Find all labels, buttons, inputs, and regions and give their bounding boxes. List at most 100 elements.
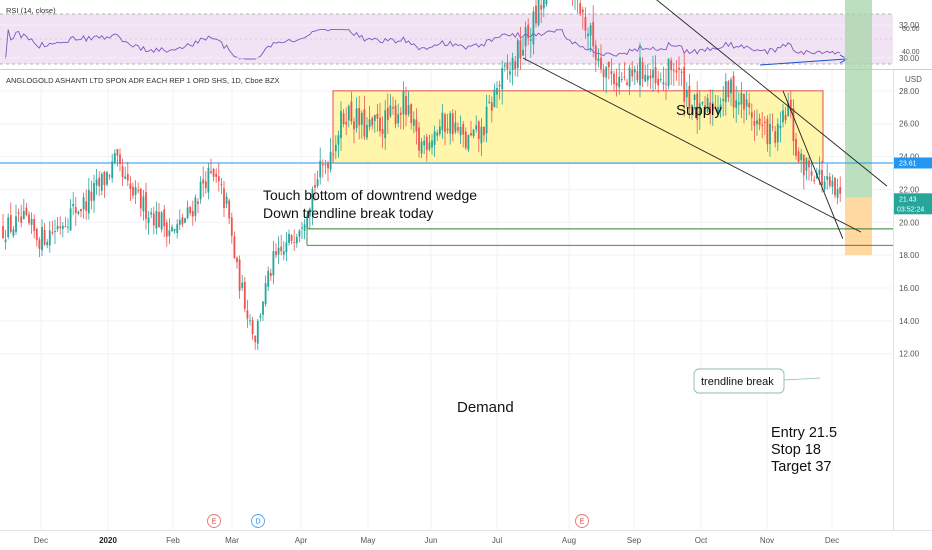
candle-body xyxy=(7,217,10,238)
candle-body xyxy=(12,229,15,236)
candle-body xyxy=(610,71,613,75)
earnings-event-2[interactable]: E xyxy=(575,514,589,528)
candle-body xyxy=(618,76,621,88)
dividend-event-label: D xyxy=(256,519,261,526)
candle-body xyxy=(202,179,205,184)
candle-body xyxy=(15,216,17,232)
time-axis[interactable]: Dec 2020 Feb Mar Apr May Jun Jul Aug Sep Oct Nov Dec xyxy=(34,536,839,545)
candle-body xyxy=(256,320,259,344)
candle-body xyxy=(121,166,124,178)
candle-body xyxy=(290,235,293,241)
candle-body xyxy=(641,62,644,80)
candle-body xyxy=(724,81,727,103)
dividend-event[interactable]: D xyxy=(251,514,265,528)
price-tick-label: 30.00 xyxy=(899,54,920,63)
candle-body xyxy=(142,196,145,212)
candle-body xyxy=(106,172,108,185)
candle-body xyxy=(436,132,439,136)
candle-body xyxy=(654,66,657,84)
candle-body xyxy=(119,154,121,165)
candle-body xyxy=(607,61,610,68)
candle-body xyxy=(340,111,342,139)
candle-body xyxy=(254,335,257,343)
candle-body xyxy=(371,117,374,126)
candle-body xyxy=(212,168,215,177)
candle-body xyxy=(116,149,119,156)
candle-body xyxy=(789,99,792,112)
candle-body xyxy=(828,176,831,186)
candle-body xyxy=(93,183,95,201)
time-tick-label: Aug xyxy=(562,536,576,545)
candle-body xyxy=(462,123,465,135)
candle-body xyxy=(20,216,23,223)
candle-body xyxy=(381,129,384,134)
price-tick-label: 18.00 xyxy=(899,251,920,260)
candle-body xyxy=(646,75,649,81)
candle-body xyxy=(597,58,600,61)
candle-body xyxy=(139,188,142,209)
candle-body xyxy=(319,160,322,178)
candle-body xyxy=(636,71,639,81)
candle-body xyxy=(722,98,725,101)
candle-body xyxy=(347,105,350,121)
candle-body xyxy=(308,208,311,217)
candle-body xyxy=(236,257,238,262)
candle-body xyxy=(626,82,628,85)
candle-body xyxy=(82,197,85,210)
candle-body xyxy=(329,151,332,170)
candle-body xyxy=(709,102,712,115)
candle-body xyxy=(324,164,327,166)
candle-body xyxy=(688,85,691,109)
wedge-upper-trendline[interactable] xyxy=(562,0,888,187)
candle-body xyxy=(366,124,368,138)
candle-body xyxy=(337,135,340,145)
trendline-break-callout[interactable]: trendline break xyxy=(693,368,821,394)
candle-body xyxy=(516,40,519,68)
candle-body xyxy=(321,163,324,165)
candle-body xyxy=(301,227,303,229)
steep-trendline[interactable] xyxy=(782,90,844,239)
candle-body xyxy=(524,27,527,47)
candle-body xyxy=(80,209,82,212)
earnings-event-1[interactable]: E xyxy=(207,514,221,528)
wedge-lower-trendline[interactable] xyxy=(522,57,862,233)
candle-body xyxy=(228,200,231,219)
dividend-icon xyxy=(251,514,265,528)
candle-body xyxy=(446,128,449,131)
candle-body xyxy=(782,110,784,123)
candle-body xyxy=(368,119,371,128)
rsi-tick-40: 40.00 xyxy=(902,49,920,56)
time-tick-label: Oct xyxy=(695,536,708,545)
candle-body xyxy=(220,184,223,186)
candle-body xyxy=(389,105,392,117)
candle-body xyxy=(587,33,589,37)
candle-body xyxy=(464,131,467,149)
candle-body xyxy=(373,114,376,122)
candle-body xyxy=(652,70,654,78)
candle-body xyxy=(306,215,309,229)
candle-body xyxy=(483,126,485,136)
callout-pointer xyxy=(783,377,821,381)
candle-body xyxy=(178,219,181,225)
candle-body xyxy=(85,201,88,211)
candle-body xyxy=(792,108,795,142)
price-axis[interactable]: 12.00 14.00 16.00 18.00 20.00 22.00 24.00 26.00… xyxy=(899,0,920,359)
candle-body xyxy=(95,179,98,186)
demand-label: Demand xyxy=(457,399,514,416)
rsi-panel: RSI (14, close) 60.00 40.00 xyxy=(0,6,920,66)
candle-body xyxy=(399,112,402,115)
candle-body xyxy=(667,58,670,86)
candle-body xyxy=(113,153,116,163)
price-tick-label: 20.00 xyxy=(899,218,920,227)
candle-body xyxy=(181,217,184,225)
candle-body xyxy=(433,131,436,146)
candle-body xyxy=(9,215,12,232)
candle-body xyxy=(98,177,101,187)
target-zone[interactable] xyxy=(845,0,872,198)
candle-body xyxy=(477,121,480,139)
candle-body xyxy=(589,25,592,36)
candle-body xyxy=(405,95,407,116)
rsi-tick-60: 60.00 xyxy=(902,26,920,33)
candle-body xyxy=(285,242,288,253)
